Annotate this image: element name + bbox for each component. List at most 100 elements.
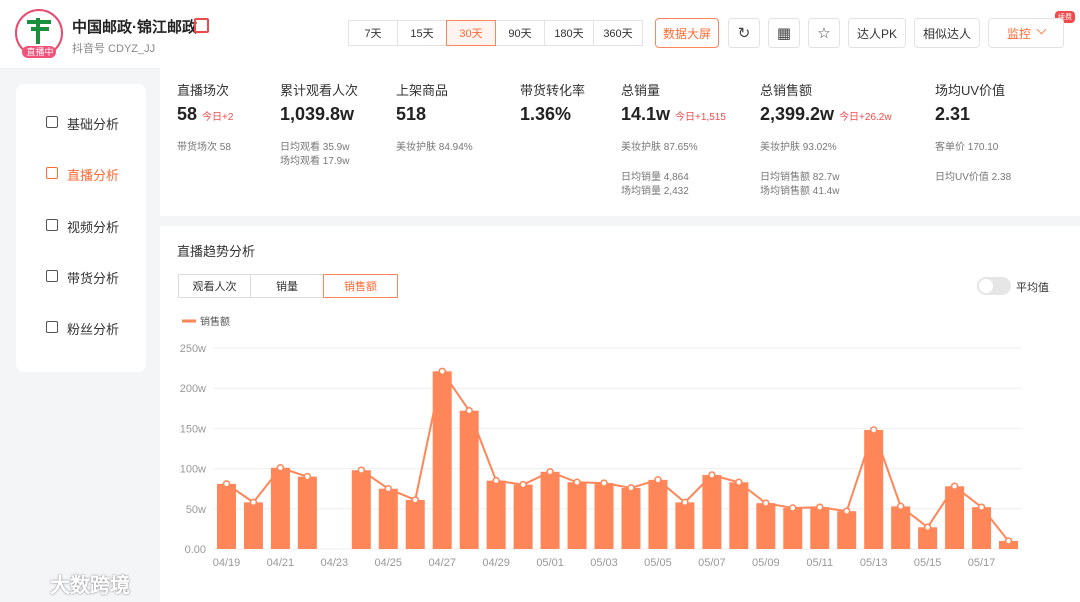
sidebar: [16, 84, 146, 372]
bar: [243, 502, 263, 549]
period-button[interactable]: 180天: [544, 20, 594, 46]
bar: [783, 507, 803, 549]
chart-tab[interactable]: 销售额: [323, 274, 398, 298]
chart-title: 直播趋势分析: [177, 244, 256, 259]
sidebar-icon: [46, 269, 58, 282]
chart-tab[interactable]: 销量: [250, 274, 324, 298]
point: [789, 504, 797, 512]
toggle[interactable]: [977, 277, 1011, 295]
toggle-label: 平均值: [1016, 282, 1049, 294]
point: [977, 503, 986, 511]
x-tick-label: 05/03: [590, 557, 618, 569]
point: [465, 406, 473, 415]
bar: [594, 483, 614, 549]
stat-detail: 日均销量 4,864: [621, 172, 689, 183]
point: [249, 498, 258, 507]
sidebar-item[interactable]: 粉丝分析: [67, 322, 120, 338]
x-tick-label: 04/25: [375, 557, 403, 569]
point: [573, 478, 581, 487]
x-tick-label: 05/11: [806, 557, 833, 569]
period-button[interactable]: 30天: [446, 20, 496, 46]
point: [627, 484, 635, 492]
point: [492, 476, 500, 485]
sidebar-item[interactable]: 视频分析: [67, 219, 120, 235]
stat-detail: 美妆护肤 84.94%: [396, 142, 473, 153]
sidebar-icon: [46, 321, 58, 334]
point: [735, 478, 743, 487]
x-tick-label: 05/17: [968, 557, 996, 569]
y-tick-label: 200w: [180, 383, 206, 395]
bar: [297, 476, 317, 549]
stat-value: 2.31: [935, 104, 971, 124]
bar: [999, 540, 1019, 549]
point: [384, 484, 393, 493]
point: [950, 482, 959, 491]
stat-value: 14.1w 今日+1,515: [621, 104, 726, 124]
sidebar-item[interactable]: 直播分析: [67, 168, 120, 184]
period-button[interactable]: 7天: [348, 20, 398, 46]
sidebar-item[interactable]: 带货分析: [67, 270, 120, 286]
stat-detail: 美妆护肤 87.65%: [621, 142, 698, 153]
stats-panel: [160, 68, 1080, 216]
bar: [972, 507, 992, 549]
stat-label: 总销量: [621, 83, 661, 98]
stat-detail: 日均观看 35.9w: [280, 142, 350, 153]
point: [546, 468, 554, 476]
stat-detail: 日均销售额 82.7w: [760, 172, 840, 183]
header-button[interactable]: 监控: [988, 18, 1064, 48]
point: [869, 426, 878, 434]
bar: [702, 475, 722, 549]
account-name: 中国邮政·锦江邮政: [72, 19, 197, 36]
point: [276, 464, 285, 472]
x-tick-label: 04/27: [428, 557, 456, 569]
bar: [810, 507, 830, 549]
bar: [837, 511, 857, 549]
point: [222, 480, 231, 488]
point: [708, 471, 716, 479]
stat-detail: 客单价 170.10: [935, 142, 999, 153]
period-button[interactable]: 15天: [397, 20, 447, 46]
header-button[interactable]: 相似达人: [914, 18, 980, 48]
y-tick-label: 0.00: [185, 544, 206, 556]
stat-label: 累计观看人次: [280, 83, 359, 98]
stat-label: 场均UV价值: [935, 83, 1006, 98]
bar: [756, 503, 776, 549]
account-id: 抖音号 CDYZ_JJ: [72, 43, 156, 55]
avatar: [15, 9, 63, 58]
bar: [540, 471, 560, 549]
bar: [216, 483, 236, 549]
point: [303, 472, 312, 481]
icon-button[interactable]: ▦: [768, 18, 800, 48]
bar: [621, 487, 641, 549]
header-button[interactable]: 达人PK: [848, 18, 906, 48]
point: [411, 496, 419, 504]
sidebar-icon: [46, 218, 58, 231]
icon-button[interactable]: ☆: [808, 18, 840, 48]
stat-value: 518: [396, 104, 427, 124]
bar: [675, 502, 695, 549]
point: [923, 523, 932, 532]
point: [600, 479, 608, 487]
y-tick-label: 150w: [180, 423, 206, 435]
chart-tab[interactable]: 观看人次: [178, 274, 251, 298]
stat-value: 58 今日+2: [177, 104, 234, 124]
stat-today: 今日+1,515: [675, 112, 726, 123]
icon-button[interactable]: ↻: [728, 18, 760, 48]
live-badge: 直播中: [26, 47, 54, 57]
bar: [432, 371, 452, 549]
x-tick-label: 05/05: [644, 557, 672, 569]
stat-today: 今日+2: [202, 112, 234, 123]
header-button[interactable]: 数据大屏: [655, 18, 719, 48]
sidebar-item[interactable]: 基础分析: [67, 117, 120, 132]
bar: [378, 488, 398, 549]
stat-today: 今日+26.2w: [839, 112, 892, 123]
bar: [945, 486, 965, 549]
stat-detail: 场均销量 2,432: [621, 186, 689, 197]
sidebar-icon: [46, 116, 58, 128]
period-button[interactable]: 360天: [593, 20, 643, 46]
live-icon: [194, 18, 209, 33]
sidebar-icon: [46, 167, 58, 180]
period-button[interactable]: 90天: [495, 20, 545, 46]
x-tick-label: 04/19: [213, 557, 241, 569]
